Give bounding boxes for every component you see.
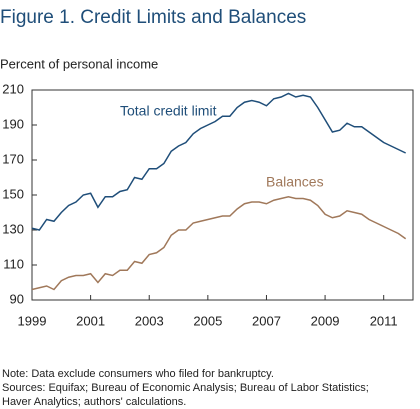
x-tick-label: 2003 [135, 313, 164, 328]
series-line [31, 195, 407, 291]
y-tick-label: 170 [2, 151, 24, 166]
y-tick-label: 110 [3, 256, 24, 271]
note: Sources: Equifax; Bureau of Economic Ana… [2, 382, 369, 394]
plot-frame [31, 89, 414, 301]
x-tick-label: 2001 [76, 313, 105, 328]
y-tick-label: 190 [2, 116, 24, 131]
x-tick-label: 1999 [18, 313, 47, 328]
y-tick-label: 130 [2, 221, 24, 236]
series-label: Total credit limit [120, 103, 217, 119]
series-line [31, 92, 406, 231]
chart-title: Figure 1. Credit Limits and Balances [0, 7, 306, 28]
y-axis-label: Percent of personal income [0, 56, 158, 71]
x-tick-label: 2009 [311, 313, 340, 328]
x-tick-label: 2005 [193, 313, 222, 328]
x-tick-label: 2007 [252, 313, 281, 328]
y-tick-label: 210 [2, 81, 24, 96]
series-label: Balances [266, 174, 324, 190]
y-tick-label: 150 [2, 186, 24, 201]
note: Note: Data exclude consumers who filed f… [2, 368, 274, 380]
x-tick-label: 2011 [370, 313, 398, 328]
y-tick-label: 90 [10, 291, 24, 306]
note: Haver Analytics; authors' calculations. [2, 396, 186, 408]
